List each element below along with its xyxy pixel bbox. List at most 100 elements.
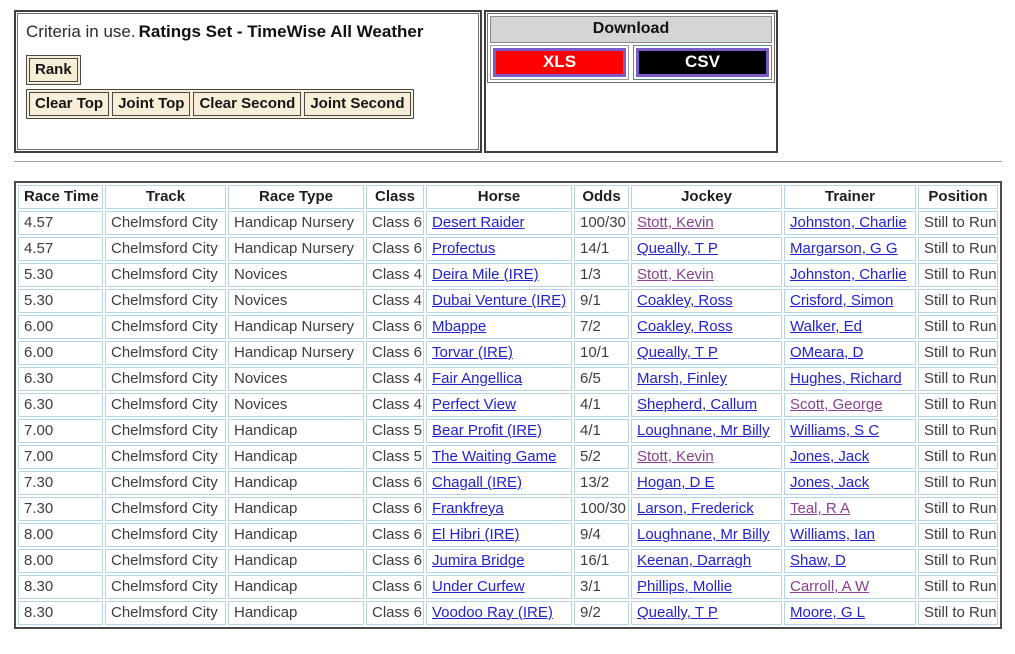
time-cell: 6.00 (18, 315, 103, 339)
trainer-link[interactable]: Carroll, A W (790, 578, 870, 595)
column-header: Class (366, 185, 424, 209)
odds-cell: 4/1 (574, 393, 629, 417)
race-class-cell: Class 6 (366, 601, 424, 625)
horse-link[interactable]: Profectus (432, 240, 496, 257)
jockey-link[interactable]: Keenan, Darragh (637, 552, 752, 569)
clear-second-button[interactable]: Clear Second (193, 92, 302, 116)
csv-button[interactable]: CSV (636, 48, 769, 77)
trainer-link[interactable]: Margarson, G G (790, 240, 898, 257)
race-class-cell: Class 6 (366, 523, 424, 547)
trainer-link[interactable]: Teal, R A (790, 500, 851, 517)
trainer-link[interactable]: Williams, Ian (790, 526, 876, 543)
xls-button[interactable]: XLS (493, 48, 626, 77)
race-type-cell: Handicap (228, 471, 364, 495)
horse-link[interactable]: Desert Raider (432, 214, 525, 231)
horse-link[interactable]: Perfect View (432, 396, 516, 413)
race-type-cell: Handicap Nursery (228, 315, 364, 339)
jockey-link[interactable]: Stott, Kevin (637, 214, 714, 231)
table-row: 7.30 Chelmsford City Handicap Class 6 Frankf… (18, 497, 998, 521)
jockey-cell: Marsh, Finley (631, 367, 782, 391)
horse-link[interactable]: Under Curfew (432, 578, 525, 595)
race-class-cell: Class 6 (366, 237, 424, 261)
jockey-link[interactable]: Loughnane, Mr Billy (637, 526, 770, 543)
horse-link[interactable]: Jumira Bridge (432, 552, 525, 569)
jockey-link[interactable]: Marsh, Finley (637, 370, 728, 387)
trainer-link[interactable]: Johnston, Charlie (790, 214, 907, 231)
trainer-link[interactable]: Williams, S C (790, 422, 880, 439)
trainer-link[interactable]: Scott, George (790, 396, 883, 413)
criteria-prefix: Criteria in use. (26, 22, 136, 41)
horse-cell: Frankfreya (426, 497, 572, 521)
jockey-cell: Loughnane, Mr Billy (631, 523, 782, 547)
time-cell: 6.30 (18, 393, 103, 417)
rank-row: Rank (26, 55, 470, 85)
table-row: 5.30 Chelmsford City Novices Class 4 Dubai V… (18, 289, 998, 313)
trainer-cell: Jones, Jack (784, 471, 916, 495)
race-class-cell: Class 6 (366, 315, 424, 339)
horse-link[interactable]: Chagall (IRE) (432, 474, 523, 491)
horse-link[interactable]: Fair Angellica (432, 370, 523, 387)
joint-second-button[interactable]: Joint Second (304, 92, 411, 116)
download-panel: Download XLS CSV (484, 10, 778, 153)
joint-top-button[interactable]: Joint Top (112, 92, 191, 116)
column-header: Horse (426, 185, 572, 209)
horse-cell: Jumira Bridge (426, 549, 572, 573)
trainer-link[interactable]: OMeara, D (790, 344, 864, 361)
odds-cell: 10/1 (574, 341, 629, 365)
jockey-link[interactable]: Coakley, Ross (637, 318, 733, 335)
horse-link[interactable]: Frankfreya (432, 500, 504, 517)
trainer-cell: Margarson, G G (784, 237, 916, 261)
clear-top-button[interactable]: Clear Top (29, 92, 110, 116)
trainer-link[interactable]: Hughes, Richard (790, 370, 902, 387)
trainer-link[interactable]: Crisford, Simon (790, 292, 894, 309)
odds-cell: 9/1 (574, 289, 629, 313)
jockey-link[interactable]: Stott, Kevin (637, 266, 714, 283)
jockey-link[interactable]: Phillips, Mollie (637, 578, 733, 595)
horse-cell: El Hibri (IRE) (426, 523, 572, 547)
odds-cell: 100/30 (574, 211, 629, 235)
trainer-cell: Carroll, A W (784, 575, 916, 599)
horse-link[interactable]: Dubai Venture (IRE) (432, 292, 567, 309)
jockey-cell: Queally, T P (631, 341, 782, 365)
horse-link[interactable]: The Waiting Game (432, 448, 557, 465)
trainer-link[interactable]: Moore, G L (790, 604, 866, 621)
trainer-link[interactable]: Shaw, D (790, 552, 846, 569)
trainer-link[interactable]: Johnston, Charlie (790, 266, 907, 283)
trainer-link[interactable]: Walker, Ed (790, 318, 862, 335)
jockey-link[interactable]: Shepherd, Callum (637, 396, 758, 413)
track-cell: Chelmsford City (105, 471, 226, 495)
jockey-link[interactable]: Hogan, D E (637, 474, 715, 491)
jockey-link[interactable]: Queally, T P (637, 344, 718, 361)
jockey-link[interactable]: Queally, T P (637, 240, 718, 257)
table-header-row: Race Time Track Race Type Class Horse Odds Joc… (18, 185, 998, 209)
jockey-link[interactable]: Larson, Frederick (637, 500, 754, 517)
horse-link[interactable]: Torvar (IRE) (432, 344, 513, 361)
track-cell: Chelmsford City (105, 289, 226, 313)
jockey-cell: Stott, Kevin (631, 263, 782, 287)
horse-link[interactable]: Deira Mile (IRE) (432, 266, 539, 283)
time-cell: 4.57 (18, 237, 103, 261)
trainer-cell: OMeara, D (784, 341, 916, 365)
position-cell: Still to Run (918, 523, 998, 547)
trainer-link[interactable]: Jones, Jack (790, 448, 870, 465)
odds-cell: 9/4 (574, 523, 629, 547)
horse-link[interactable]: Mbappe (432, 318, 487, 335)
jockey-link[interactable]: Loughnane, Mr Billy (637, 422, 770, 439)
divider (14, 161, 1002, 162)
trainer-link[interactable]: Jones, Jack (790, 474, 870, 491)
jockey-link[interactable]: Stott, Kevin (637, 448, 714, 465)
jockey-cell: Stott, Kevin (631, 211, 782, 235)
jockey-link[interactable]: Coakley, Ross (637, 292, 733, 309)
trainer-cell: Shaw, D (784, 549, 916, 573)
position-cell: Still to Run (918, 575, 998, 599)
rank-button[interactable]: Rank (29, 58, 78, 82)
horse-link[interactable]: Voodoo Ray (IRE) (432, 604, 553, 621)
jockey-link[interactable]: Queally, T P (637, 604, 718, 621)
race-type-cell: Handicap (228, 575, 364, 599)
horse-link[interactable]: Bear Profit (IRE) (432, 422, 543, 439)
jockey-cell: Phillips, Mollie (631, 575, 782, 599)
race-class-cell: Class 6 (366, 341, 424, 365)
time-cell: 8.30 (18, 601, 103, 625)
horse-link[interactable]: El Hibri (IRE) (432, 526, 520, 543)
rank-button-group: Rank (26, 55, 81, 85)
